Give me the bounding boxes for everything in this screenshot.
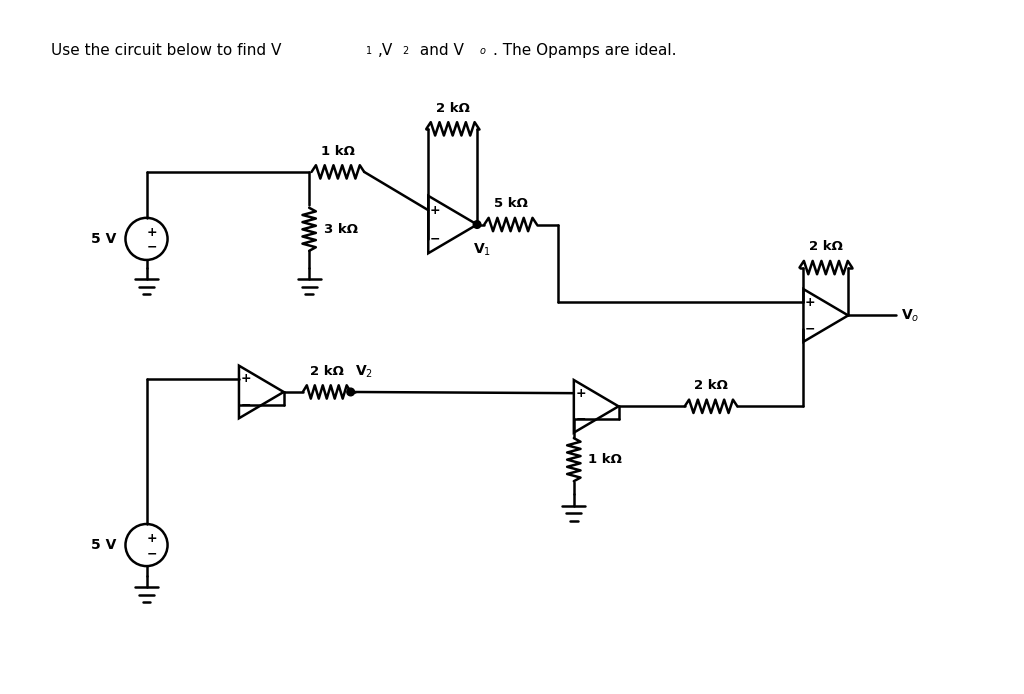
Text: 3 kΩ: 3 kΩ [324, 223, 357, 236]
Text: 5 kΩ: 5 kΩ [494, 197, 527, 210]
Text: $_o$: $_o$ [479, 43, 487, 57]
Text: +: + [430, 203, 440, 217]
Text: 5 V: 5 V [90, 232, 116, 246]
Text: $_2$: $_2$ [402, 43, 410, 57]
Text: +: + [805, 296, 815, 309]
Circle shape [347, 388, 354, 396]
Text: 1 kΩ: 1 kΩ [588, 453, 622, 466]
Text: . The Opamps are ideal.: . The Opamps are ideal. [493, 43, 677, 58]
Text: ,V: ,V [378, 43, 393, 58]
Text: 2 kΩ: 2 kΩ [694, 379, 728, 392]
Text: −: − [241, 398, 251, 412]
Text: −: − [147, 547, 158, 560]
Text: Use the circuit below to find V: Use the circuit below to find V [51, 43, 282, 58]
Text: −: − [147, 241, 158, 254]
Text: +: + [241, 372, 251, 385]
Text: $_1$: $_1$ [365, 43, 372, 57]
Text: −: − [430, 232, 440, 246]
Text: 1 kΩ: 1 kΩ [321, 144, 354, 158]
Text: and V: and V [416, 43, 464, 58]
Text: +: + [146, 532, 158, 545]
Text: 2 kΩ: 2 kΩ [436, 101, 470, 115]
Circle shape [473, 221, 481, 228]
Text: 2 kΩ: 2 kΩ [809, 240, 843, 253]
Text: 2 kΩ: 2 kΩ [310, 364, 344, 378]
Text: −: − [575, 413, 586, 426]
Text: V$_o$: V$_o$ [901, 307, 920, 323]
Text: V$_2$: V$_2$ [355, 364, 374, 380]
Text: V$_1$: V$_1$ [473, 242, 490, 258]
Text: 5 V: 5 V [90, 538, 116, 552]
Text: −: − [805, 322, 815, 335]
Text: +: + [575, 387, 586, 400]
Text: +: + [146, 226, 158, 239]
